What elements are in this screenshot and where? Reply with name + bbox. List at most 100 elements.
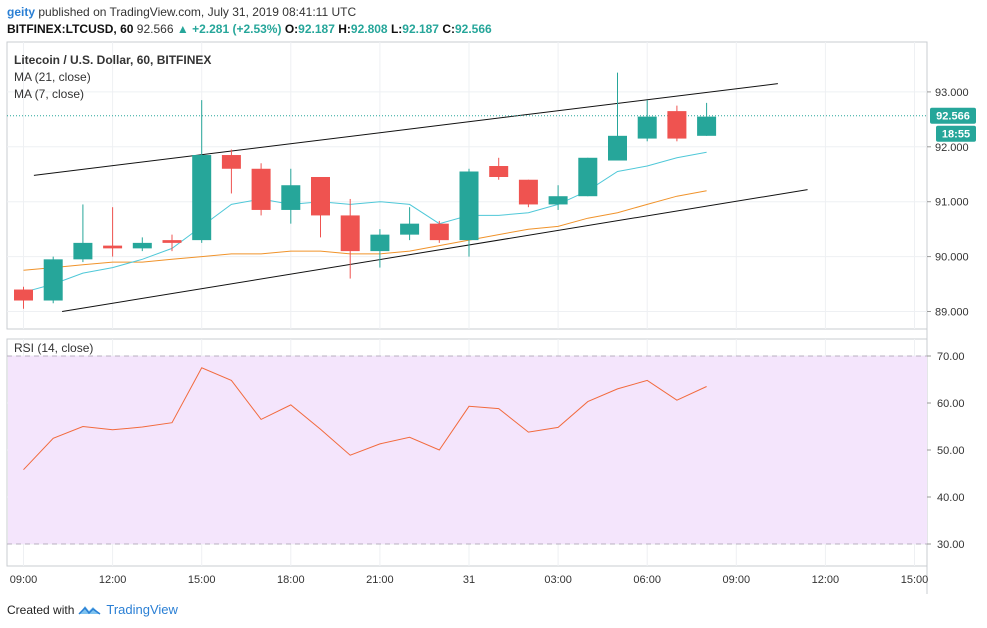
price-tick-label: 90.000 [935,252,969,264]
last-price: 92.566 [136,22,174,36]
candle-body [400,223,420,235]
candle-body [281,185,301,210]
price-tick-label: 91.000 [935,197,969,209]
candle-down[interactable] [667,105,687,142]
rsi-tick-label: 50.00 [937,445,965,457]
time-axis[interactable]: 09:00 12:00 15:00 18:00 21:00 31 03:00 06:00 09:… [10,574,929,586]
candle-body [697,116,717,136]
rsi-line [23,367,707,471]
candle-up[interactable] [281,168,301,224]
badge-price-bg [930,107,976,124]
candle-body [578,157,598,197]
ohlc-open-label: O: [284,22,299,36]
candle-body [340,215,360,252]
time-tick-label: 09:00 [723,574,751,586]
price-tick-label: 93.000 [935,87,969,99]
candle-body [43,259,63,301]
ma21-legend[interactable]: MA (21, close) [14,70,91,84]
candle-up[interactable] [400,207,420,241]
rsi-tick-label: 60.00 [937,398,965,410]
rsi-tick-label: 30.00 [937,539,965,551]
candle-up[interactable] [43,256,63,304]
ohlc-high-label: H: [338,22,351,36]
time-tick-label: 06:00 [633,574,661,586]
candle-up[interactable] [578,157,598,197]
candle-body [429,223,449,241]
candle-body [667,111,687,139]
candle-body [132,242,152,249]
candle-body [103,245,123,249]
candle-up[interactable] [192,100,212,243]
candle-down[interactable] [103,207,123,257]
time-tick-label: 12:00 [812,574,840,586]
trendline[interactable] [62,189,808,312]
candle-body [311,176,330,216]
symbol-line: BITFINEX:LTCUSD, 60 92.566 ▲ +2.281 (+2.… [7,22,492,36]
candle-up[interactable] [132,237,152,252]
candle-body [548,196,568,205]
ma7-legend[interactable]: MA (7, close) [14,87,84,101]
candle-up[interactable] [459,168,479,257]
candle-body [14,289,33,301]
author-name[interactable]: geity [7,5,36,19]
ohlc-open: 92.187 [298,22,335,36]
candle-up[interactable] [548,185,568,210]
candle-down[interactable] [221,149,241,194]
symbol-name: BITFINEX:LTCUSD, 60 [7,22,134,36]
candle-down[interactable] [489,157,509,180]
candle-up[interactable] [73,204,93,263]
candle-body [370,234,390,252]
time-tick-label: 12:00 [99,574,127,586]
publish-text: published on TradingView.com, July 31, 2… [38,5,357,19]
candle-down[interactable] [14,286,33,309]
rsi-legend[interactable]: RSI (14, close) [14,341,93,355]
time-tick-label: 18:00 [277,574,305,586]
ohlc-close-label: C: [442,22,455,36]
price-change: +2.281 (+2.53%) [192,22,282,36]
publish-info: geity published on TradingView.com, July… [7,5,356,19]
time-tick-label: 03:00 [544,574,572,586]
candle-up[interactable] [697,102,717,136]
badge-countdown-text: 18:55 [942,129,970,141]
trendline[interactable] [33,83,778,176]
candle-down[interactable] [429,220,449,243]
candle-down[interactable] [311,176,330,238]
ma7-line [23,151,707,293]
rsi-tick-label: 40.00 [937,492,965,504]
rsi-axis[interactable]: 30.00 40.00 50.00 60.00 70.00 [927,351,965,551]
candle-up[interactable] [637,100,657,142]
badge-price-text: 92.566 [936,111,970,123]
candle-body [192,155,212,241]
ohlc-low: 92.187 [402,22,439,36]
footer-created-text: Created with [7,602,75,617]
chart-title: Litecoin / U.S. Dollar, 60, BITFINEX [14,53,211,67]
candle-up[interactable] [608,72,627,161]
price-axis[interactable]: 89.000 90.000 91.000 92.000 93.000 [927,87,969,319]
trendlines[interactable] [33,83,808,312]
footer: Created with TradingView [7,602,178,617]
change-arrow-icon: ▲ [176,22,189,36]
time-tick-label: 15:00 [188,574,216,586]
ohlc-low-label: L: [390,22,403,36]
time-tick-label: 21:00 [366,574,394,586]
candle-body [608,135,627,161]
candle-body [73,242,93,260]
candle-down[interactable] [340,198,360,279]
candle-up[interactable] [370,229,390,268]
rsi-tick-label: 70.00 [937,351,965,363]
footer-brand[interactable]: TradingView [106,602,178,617]
time-tick-label: 31 [463,574,475,586]
candle-down[interactable] [162,234,182,252]
tradingview-logo-icon [78,605,101,615]
ma21-line [23,190,707,271]
candle-down[interactable] [251,163,271,216]
ohlc-close: 92.566 [454,22,492,36]
candle-body [459,171,479,241]
candle-body [518,179,538,205]
candles[interactable] [14,72,717,309]
ohlc-high: 92.808 [350,22,388,36]
candle-down[interactable] [518,179,538,208]
badge-countdown-bg [936,125,976,142]
candle-body [221,155,241,169]
